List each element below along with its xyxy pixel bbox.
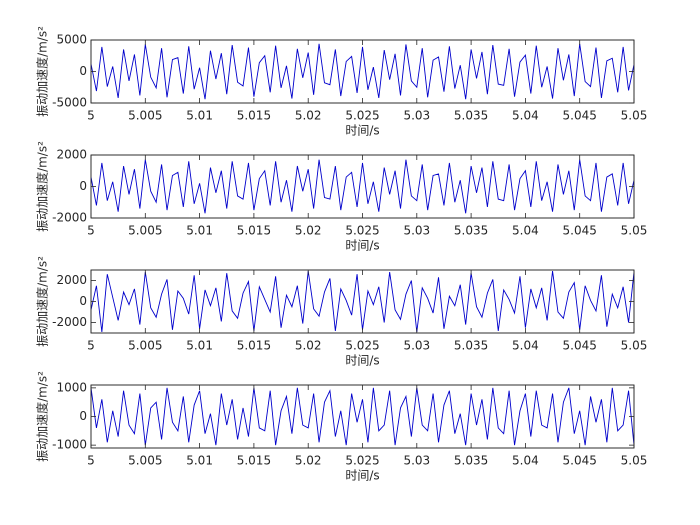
x-tick-label: 5.05	[621, 109, 648, 123]
x-tick-label: 5.005	[128, 454, 162, 468]
y-axis-label: 振动加速度/m/s²	[35, 141, 50, 232]
signal-line	[91, 159, 634, 214]
x-tick-label: 5	[87, 109, 95, 123]
y-tick-label: 2000	[56, 148, 87, 162]
x-tick-label: 5.01	[186, 339, 213, 353]
y-tick-label: 5000	[56, 33, 87, 47]
x-tick-label: 5.005	[128, 109, 162, 123]
y-tick-label: 0	[79, 179, 87, 193]
x-tick-label: 5.015	[237, 224, 271, 238]
x-tick-label: 5.045	[563, 224, 597, 238]
y-tick-label: 0	[79, 409, 87, 423]
x-tick-label: 5.01	[186, 224, 213, 238]
x-axis-label: 时间/s	[345, 239, 379, 253]
plot-area	[91, 43, 634, 100]
x-tick-label: 5.04	[512, 109, 539, 123]
signal-line	[91, 43, 634, 100]
x-tick-label: 5.015	[237, 339, 271, 353]
x-tick-label: 5.025	[345, 454, 379, 468]
x-tick-label: 5.005	[128, 224, 162, 238]
x-tick-label: 5.045	[563, 454, 597, 468]
x-axis-label: 时间/s	[345, 354, 379, 368]
x-tick-label: 5	[87, 339, 95, 353]
x-tick-label: 5.03	[403, 109, 430, 123]
x-tick-label: 5.025	[345, 109, 379, 123]
y-axis-label: 振动加速度/m/s²	[35, 26, 50, 117]
x-tick-label: 5.025	[345, 224, 379, 238]
x-tick-label: 5.01	[186, 109, 213, 123]
x-tick-label: 5.005	[128, 339, 162, 353]
axes-background	[90, 269, 635, 334]
x-tick-label: 5.02	[295, 109, 322, 123]
y-tick-label: -1000	[52, 438, 87, 452]
x-tick-label: 5.03	[403, 339, 430, 353]
y-axis-label: 振动加速度/m/s²	[35, 371, 50, 462]
y-tick-label: 0	[79, 64, 87, 78]
x-tick-label: 5.03	[403, 454, 430, 468]
y-tick-label: -2000	[52, 315, 87, 329]
x-tick-label: 5.025	[345, 339, 379, 353]
x-tick-label: 5.035	[454, 224, 488, 238]
x-tick-label: 5.02	[295, 224, 322, 238]
x-tick-label: 5	[87, 454, 95, 468]
y-tick-label: 1000	[56, 380, 87, 394]
x-tick-label: 5.015	[237, 454, 271, 468]
plot-area	[91, 159, 634, 214]
x-tick-label: 5.035	[454, 109, 488, 123]
x-tick-label: 5.04	[512, 339, 539, 353]
x-tick-label: 5.035	[454, 454, 488, 468]
y-tick-label: -2000	[52, 211, 87, 225]
y-tick-label: 0	[79, 294, 87, 308]
x-tick-label: 5.015	[237, 109, 271, 123]
x-axis-label: 时间/s	[345, 124, 379, 138]
x-tick-label: 5.045	[563, 109, 597, 123]
y-tick-label: 2000	[56, 273, 87, 287]
plot-area	[91, 387, 634, 446]
x-axis-label: 时间/s	[345, 469, 379, 483]
x-tick-label: 5	[87, 224, 95, 238]
x-tick-label: 5.04	[512, 224, 539, 238]
signal-line	[91, 387, 634, 446]
x-tick-label: 5.03	[403, 224, 430, 238]
x-tick-label: 5.02	[295, 339, 322, 353]
y-axis-label: 振动加速度/m/s²	[35, 256, 50, 347]
x-tick-label: 5.02	[295, 454, 322, 468]
x-tick-label: 5.05	[621, 454, 648, 468]
x-tick-label: 5.035	[454, 339, 488, 353]
x-tick-label: 5.05	[621, 224, 648, 238]
x-tick-label: 5.045	[563, 339, 597, 353]
x-tick-label: 5.04	[512, 454, 539, 468]
x-tick-label: 5.01	[186, 454, 213, 468]
y-tick-label: -5000	[52, 96, 87, 110]
x-tick-label: 5.05	[621, 339, 648, 353]
